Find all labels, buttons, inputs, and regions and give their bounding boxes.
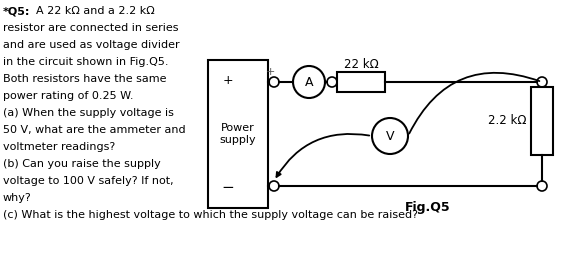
Text: voltmeter readings?: voltmeter readings?: [3, 142, 115, 152]
Bar: [208, 60, 268, 208]
Text: −: −: [222, 180, 234, 195]
Text: Both resistors have the same: Both resistors have the same: [3, 74, 166, 84]
Bar: [337, 72, 385, 92]
Bar: [531, 87, 553, 155]
Text: 50 V, what are the ammeter and: 50 V, what are the ammeter and: [3, 125, 185, 135]
Text: *Q5:: *Q5:: [3, 6, 30, 16]
Text: A 22 kΩ and a 2.2 kΩ: A 22 kΩ and a 2.2 kΩ: [29, 6, 155, 16]
Text: +: +: [223, 73, 233, 87]
Text: resistor are connected in series: resistor are connected in series: [3, 23, 179, 33]
FancyArrowPatch shape: [409, 73, 540, 134]
Text: 22 kΩ: 22 kΩ: [344, 58, 378, 72]
Text: Power
supply: Power supply: [220, 123, 257, 145]
Text: power rating of 0.25 W.: power rating of 0.25 W.: [3, 91, 134, 101]
Text: voltage to 100 V safely? If not,: voltage to 100 V safely? If not,: [3, 176, 173, 186]
Text: V: V: [386, 129, 394, 143]
FancyArrowPatch shape: [277, 134, 369, 177]
Text: Fig.Q5: Fig.Q5: [405, 201, 451, 215]
Text: in the circuit shown in Fig.Q5.: in the circuit shown in Fig.Q5.: [3, 57, 169, 67]
Text: (a) When the supply voltage is: (a) When the supply voltage is: [3, 108, 174, 118]
Text: and are used as voltage divider: and are used as voltage divider: [3, 40, 180, 50]
Text: (b) Can you raise the supply: (b) Can you raise the supply: [3, 159, 161, 169]
Text: +: +: [265, 67, 275, 77]
Text: 2.2 kΩ: 2.2 kΩ: [488, 114, 527, 128]
Text: (c) What is the highest voltage to which the supply voltage can be raised?: (c) What is the highest voltage to which…: [3, 210, 418, 220]
Text: A: A: [305, 75, 313, 89]
Text: why?: why?: [3, 193, 32, 203]
